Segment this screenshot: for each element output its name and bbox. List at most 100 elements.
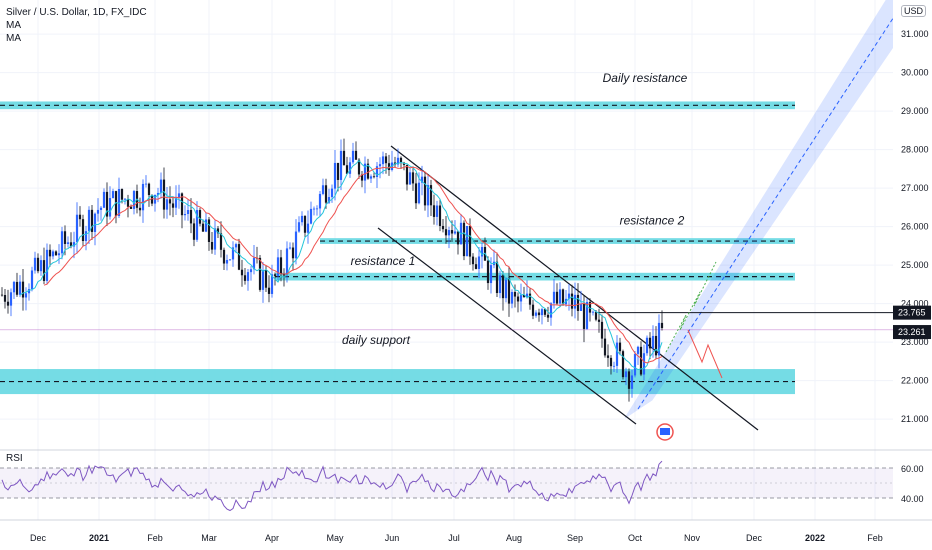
x-tick-label: May: [326, 533, 344, 543]
candle-body: [132, 191, 136, 209]
candle-body: [48, 249, 52, 257]
candle-body: [570, 293, 574, 309]
candle-body: [21, 281, 25, 298]
candle-body: [306, 223, 310, 233]
candle-body: [636, 346, 640, 354]
candle-body: [534, 312, 538, 316]
x-tick-label: Mar: [201, 533, 217, 543]
candle-body: [522, 294, 526, 298]
candle-body: [0, 294, 4, 296]
candle-body: [375, 166, 379, 178]
candle-body: [339, 150, 343, 180]
y-tick-label: 31.000: [901, 29, 929, 39]
candle-body: [543, 309, 547, 315]
candle-body: [333, 162, 337, 189]
candle-body: [192, 223, 196, 240]
candle-body: [618, 342, 622, 352]
candle-body: [27, 289, 31, 294]
y-tick-label: 25.000: [901, 260, 929, 270]
candle-body: [318, 193, 322, 209]
candle-body: [78, 214, 82, 220]
candle-body: [270, 274, 274, 294]
x-tick-label: Jul: [448, 533, 460, 543]
candle-body: [45, 249, 49, 281]
candle-body: [279, 257, 283, 274]
candle-body: [285, 248, 289, 276]
candle-body: [213, 228, 217, 250]
candle-body: [291, 247, 295, 259]
candle-body: [354, 150, 358, 160]
candle-body: [96, 209, 100, 214]
candle-body: [609, 357, 613, 367]
rsi-label: RSI: [6, 453, 23, 464]
candle-body: [465, 226, 469, 257]
candle-body: [606, 355, 610, 358]
candle-body: [84, 231, 88, 242]
candle-body: [456, 231, 460, 245]
candle-body: [321, 185, 325, 194]
candle-body: [480, 246, 484, 257]
candle-body: [648, 337, 652, 349]
x-tick-label: Feb: [147, 533, 163, 543]
candle-body: [633, 353, 637, 376]
symbol-title: Silver / U.S. Dollar, 1D, FX_IDC: [6, 7, 147, 18]
candle-body: [513, 292, 517, 297]
candle-body: [426, 185, 430, 206]
candle-body: [411, 172, 415, 184]
candle-body: [324, 185, 328, 203]
candle-body: [309, 208, 313, 224]
x-tick-label: Dec: [746, 533, 763, 543]
candle-body: [435, 205, 439, 217]
candle-body: [171, 203, 175, 208]
y-tick-label: 23.000: [901, 337, 929, 347]
candle-body: [363, 163, 367, 181]
candle-body: [18, 281, 22, 295]
y-tick-label: 21.000: [901, 414, 929, 424]
candle-body: [102, 191, 106, 208]
candle-body: [147, 183, 151, 196]
candle-body: [231, 247, 235, 260]
candle-body: [162, 179, 166, 210]
candle-body: [204, 219, 208, 232]
candle-body: [594, 311, 598, 320]
candle-body: [246, 272, 250, 281]
candle-body: [93, 213, 97, 232]
candle-body: [585, 301, 589, 329]
candle-body: [474, 264, 478, 269]
candle-body: [252, 257, 256, 270]
candle-body: [627, 371, 631, 389]
ma-slow-line: [43, 165, 663, 364]
candle-body: [108, 198, 112, 217]
candle-body: [261, 269, 265, 290]
candle-body: [357, 159, 361, 175]
candle-body: [222, 249, 226, 264]
candle-body: [444, 229, 448, 236]
candle-body: [288, 247, 292, 249]
candle-body: [237, 244, 241, 270]
candle-body: [123, 198, 127, 200]
candle-body: [159, 179, 163, 193]
candle-body: [360, 174, 364, 181]
price-label-box: [893, 325, 931, 340]
price-axis[interactable]: [893, 0, 932, 550]
candle-body: [99, 207, 103, 210]
price-label: 23.765: [898, 308, 926, 318]
candle-body: [399, 157, 403, 163]
candle-body: [546, 314, 550, 318]
chart-legend: Silver / U.S. Dollar, 1D, FX_IDC MA MA: [6, 6, 147, 45]
candle-body: [348, 162, 352, 174]
candle-body: [438, 205, 442, 226]
currency-button[interactable]: USD: [901, 5, 927, 17]
ma-fast-line: [19, 159, 663, 371]
candle-body: [453, 231, 457, 234]
candle-body: [72, 242, 76, 247]
projection-up-arrow: [665, 261, 717, 353]
candle-body: [186, 210, 190, 215]
candle-body: [381, 156, 385, 165]
x-tick-label: Sep: [567, 533, 583, 543]
candle-body: [15, 281, 19, 295]
candle-body: [33, 257, 37, 271]
candle-body: [117, 189, 121, 216]
candle-body: [129, 206, 133, 209]
